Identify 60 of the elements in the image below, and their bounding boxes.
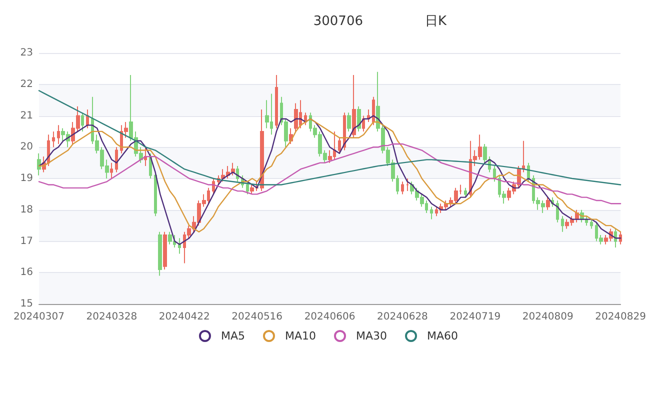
y-tick-label: 20 bbox=[20, 142, 33, 153]
x-tick-label: 20240719 bbox=[450, 312, 501, 322]
candlestick bbox=[163, 231, 167, 270]
candlestick bbox=[347, 112, 351, 132]
y-tick-label: 22 bbox=[20, 78, 33, 90]
x-tick-label: 20240628 bbox=[377, 312, 428, 322]
x-tick-label: 20240606 bbox=[304, 312, 356, 322]
candlestick bbox=[86, 108, 89, 129]
candlestick bbox=[561, 216, 564, 232]
candlestick bbox=[493, 165, 496, 182]
candlestick bbox=[614, 228, 617, 248]
legend-label: MA60 bbox=[427, 330, 458, 342]
candlestick bbox=[430, 206, 433, 220]
x-tick-label: 20240328 bbox=[86, 312, 138, 322]
candlestick bbox=[81, 112, 84, 132]
x-tick-label: 20240422 bbox=[158, 312, 210, 322]
legend-label: MA30 bbox=[356, 330, 388, 342]
candlestick bbox=[546, 196, 550, 210]
candlestick bbox=[294, 102, 298, 132]
candlestick bbox=[556, 200, 559, 223]
candlestick bbox=[401, 181, 404, 195]
x-tick-label: 20240829 bbox=[595, 312, 646, 322]
candlestick bbox=[178, 238, 181, 254]
candlestick bbox=[110, 162, 113, 179]
candlestick bbox=[275, 74, 278, 129]
candlestick bbox=[352, 74, 356, 138]
candlestick bbox=[168, 231, 172, 245]
candlestick bbox=[619, 231, 622, 245]
y-tick-label: 16 bbox=[20, 267, 33, 278]
line-series bbox=[38, 143, 622, 204]
chart-title: 300706 bbox=[313, 14, 363, 29]
candlestick bbox=[115, 146, 118, 173]
y-tick-label: 15 bbox=[20, 298, 33, 310]
candlestick bbox=[338, 137, 341, 154]
y-tick-label: 17 bbox=[20, 236, 33, 247]
candlestick bbox=[158, 231, 162, 276]
candlestick bbox=[246, 181, 249, 195]
line-series bbox=[38, 90, 622, 186]
candlestick bbox=[57, 124, 60, 144]
candlestick bbox=[37, 152, 41, 176]
x-tick-label: 20240307 bbox=[14, 312, 64, 322]
y-tick-label: 21 bbox=[20, 110, 33, 122]
candlestick bbox=[464, 187, 467, 198]
chart-subtitle: 日K bbox=[425, 14, 447, 29]
x-tick-label: 20240809 bbox=[522, 312, 574, 322]
candlestick bbox=[144, 146, 147, 166]
candlestick bbox=[406, 178, 409, 192]
candlestick bbox=[52, 130, 55, 148]
candlestick bbox=[522, 140, 525, 173]
y-tick-label: 23 bbox=[20, 48, 33, 58]
y-tick-label: 18 bbox=[20, 204, 33, 216]
legend-label: MA10 bbox=[284, 330, 316, 342]
candlestick bbox=[362, 115, 365, 132]
candlestick bbox=[527, 162, 530, 182]
candlestick bbox=[372, 96, 375, 126]
x-tick-label: 20240516 bbox=[232, 312, 283, 322]
legend-label: MA5 bbox=[220, 330, 245, 342]
candlestick bbox=[357, 106, 361, 132]
y-tick-label: 19 bbox=[20, 173, 33, 184]
candlestick bbox=[590, 218, 593, 230]
